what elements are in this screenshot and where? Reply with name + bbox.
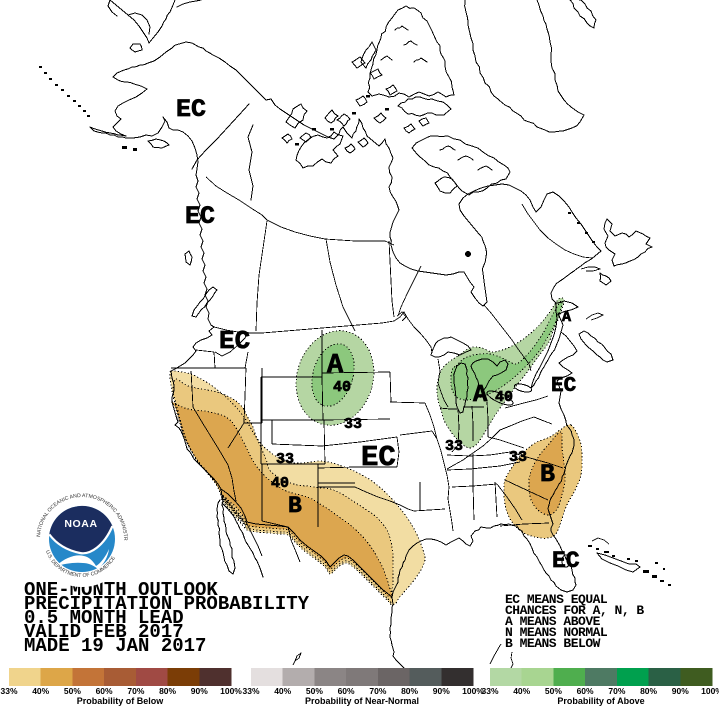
svg-text:33%: 33% xyxy=(0,686,17,696)
svg-text:80%: 80% xyxy=(159,686,176,696)
svg-text:EC MEANS EQUAL: EC MEANS EQUAL xyxy=(505,592,608,607)
svg-text:EC: EC xyxy=(185,202,215,231)
svg-text:EC: EC xyxy=(219,326,250,356)
svg-text:33: 33 xyxy=(509,449,527,466)
svg-text:100%: 100% xyxy=(220,686,242,696)
svg-text:A: A xyxy=(327,351,344,381)
svg-text:B MEANS BELOW: B MEANS BELOW xyxy=(505,636,601,651)
svg-text:50%: 50% xyxy=(545,686,562,696)
svg-text:33: 33 xyxy=(344,416,362,433)
svg-text:40%: 40% xyxy=(513,686,530,696)
svg-text:CHANCES FOR A, N, B: CHANCES FOR A, N, B xyxy=(505,603,644,618)
svg-text:40: 40 xyxy=(495,389,513,406)
svg-text:40: 40 xyxy=(271,475,289,492)
svg-text:MADE 19 JAN 2017: MADE 19 JAN 2017 xyxy=(24,635,206,657)
svg-text:90%: 90% xyxy=(191,686,208,696)
svg-text:60%: 60% xyxy=(577,686,594,696)
svg-text:VALID FEB 2017: VALID FEB 2017 xyxy=(24,621,184,643)
svg-text:33: 33 xyxy=(276,451,294,468)
svg-text:B: B xyxy=(288,493,302,519)
svg-text:50%: 50% xyxy=(64,686,81,696)
svg-text:A: A xyxy=(473,382,488,409)
svg-text:0.5 MONTH LEAD: 0.5 MONTH LEAD xyxy=(24,607,184,629)
svg-text:60%: 60% xyxy=(338,686,355,696)
svg-text:60%: 60% xyxy=(96,686,113,696)
svg-text:70%: 70% xyxy=(608,686,625,696)
svg-text:90%: 90% xyxy=(672,686,689,696)
svg-text:Probability of Below: Probability of Below xyxy=(77,696,165,706)
svg-text:40: 40 xyxy=(333,379,351,396)
svg-text:70%: 70% xyxy=(369,686,386,696)
svg-text:EC: EC xyxy=(361,441,396,474)
svg-text:80%: 80% xyxy=(640,686,657,696)
svg-text:A MEANS ABOVE: A MEANS ABOVE xyxy=(505,614,601,629)
svg-text:33%: 33% xyxy=(242,686,259,696)
svg-text:A: A xyxy=(562,309,571,326)
svg-text:33: 33 xyxy=(445,438,463,455)
svg-text:100%: 100% xyxy=(462,686,484,696)
svg-text:EC: EC xyxy=(176,95,206,124)
svg-text:50%: 50% xyxy=(306,686,323,696)
svg-text:90%: 90% xyxy=(433,686,450,696)
svg-text:70%: 70% xyxy=(127,686,144,696)
svg-text:100%: 100% xyxy=(701,686,719,696)
svg-text:40%: 40% xyxy=(32,686,49,696)
svg-text:Probability of Above: Probability of Above xyxy=(557,696,644,706)
svg-text:Probability of Near-Normal: Probability of Near-Normal xyxy=(305,696,419,706)
svg-text:33%: 33% xyxy=(481,686,498,696)
svg-text:N MEANS NORMAL: N MEANS NORMAL xyxy=(505,625,608,640)
svg-text:80%: 80% xyxy=(401,686,418,696)
svg-text:NOAA: NOAA xyxy=(64,518,97,530)
svg-text:B: B xyxy=(540,460,555,489)
svg-text:EC: EC xyxy=(551,375,577,398)
svg-text:PRECIPITATION PROBABILITY: PRECIPITATION PROBABILITY xyxy=(24,593,310,615)
svg-text:40%: 40% xyxy=(274,686,291,696)
svg-text:EC: EC xyxy=(552,548,580,574)
